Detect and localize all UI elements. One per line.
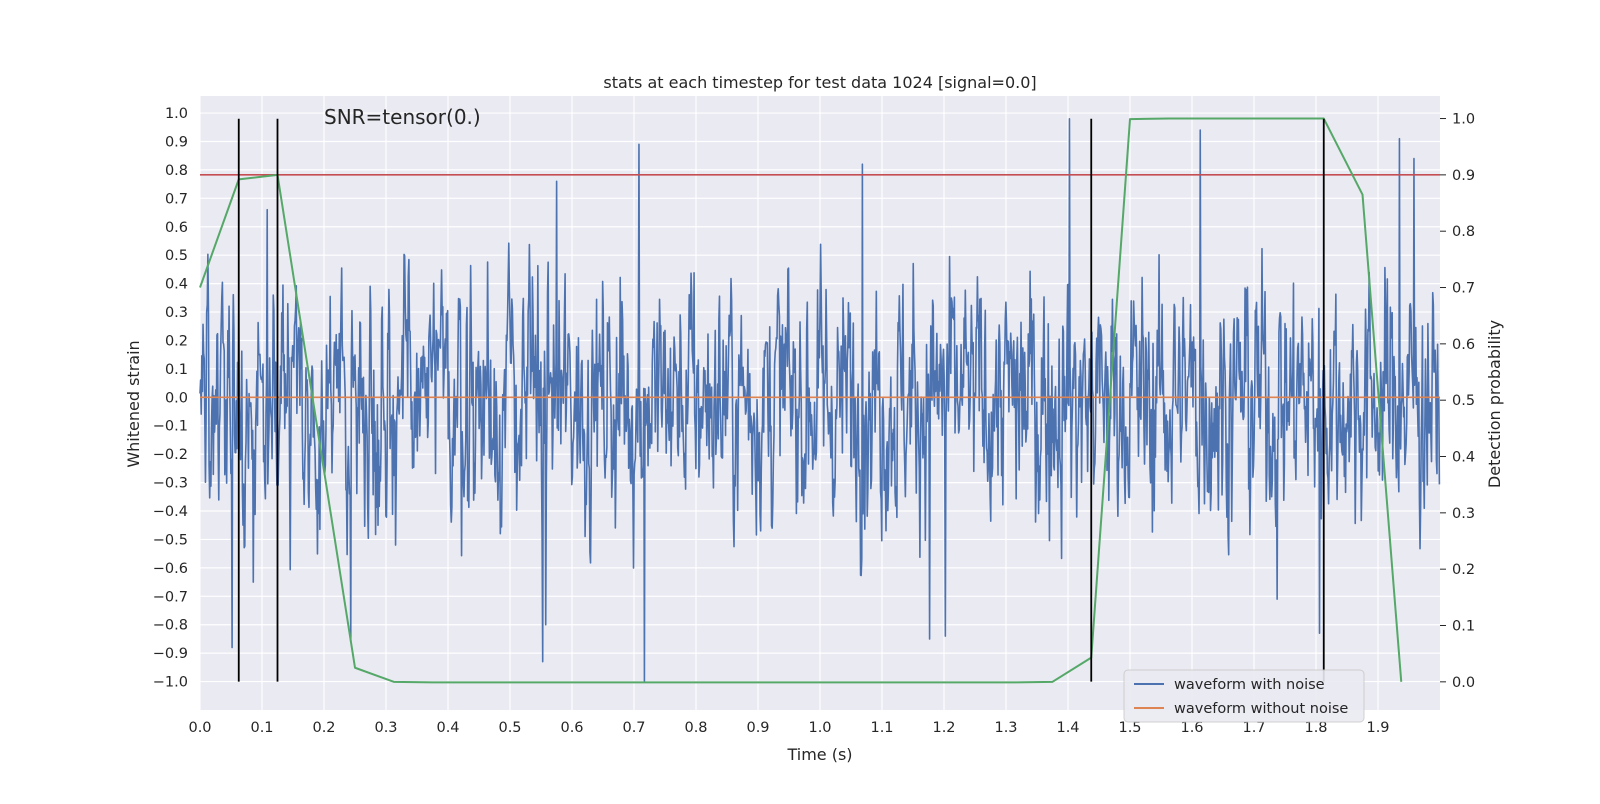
- x-tick-label: 0.6: [560, 720, 583, 736]
- y2-tick-label: 0.2: [1452, 562, 1475, 578]
- x-tick-label: 1.2: [932, 720, 955, 736]
- x-tick-label: 1.6: [1180, 720, 1203, 736]
- y2-axis-ticks: 1.0 0.9 0.8 0.7 0.6 0.5 0.4 0.3 0.2 0.1 0.0: [1440, 112, 1475, 691]
- y-tick-label: 0.8: [165, 163, 188, 179]
- y-tick-label: 0.7: [165, 191, 188, 207]
- y-tick-label: 0.2: [165, 333, 188, 349]
- y2-tick-label: 0.7: [1452, 281, 1475, 297]
- x-tick-label: 0.0: [188, 720, 211, 736]
- y-tick-label: 0.6: [165, 220, 188, 236]
- x-tick-label: 0.4: [436, 720, 459, 736]
- y-tick-label: −0.1: [153, 419, 188, 435]
- grid: [199, 96, 1440, 710]
- y-tick-label: 0.0: [165, 390, 188, 406]
- x-tick-label: 1.3: [994, 720, 1017, 736]
- y2-tick-label: 0.1: [1452, 619, 1475, 635]
- vertical-markers: [237, 118, 1325, 682]
- chart-title: stats at each timestep for test data 102…: [603, 73, 1036, 92]
- x-tick-label: 0.1: [250, 720, 273, 736]
- series-waveform-with-noise: [199, 117, 1441, 683]
- legend: waveform with noise waveform without noi…: [1123, 669, 1365, 723]
- y2-tick-label: 0.5: [1452, 393, 1475, 409]
- x-tick-label: 0.2: [312, 720, 335, 736]
- x-tick-label: 1.0: [808, 720, 831, 736]
- legend-label-clean: waveform without noise: [1174, 701, 1348, 717]
- y-tick-label: −0.6: [153, 561, 188, 577]
- y-tick-label: −0.3: [153, 476, 188, 492]
- y-axis-label: Whitened strain: [124, 340, 143, 467]
- y2-tick-label: 0.6: [1452, 337, 1475, 353]
- y2-tick-label: 0.3: [1452, 506, 1475, 522]
- x-tick-label: 0.7: [622, 720, 645, 736]
- y2-tick-label: 0.9: [1452, 168, 1475, 184]
- y-tick-label: −0.8: [153, 618, 188, 634]
- y-tick-label: −1.0: [153, 675, 188, 691]
- y-tick-label: 0.5: [165, 248, 188, 264]
- x-tick-label: 1.9: [1366, 720, 1389, 736]
- x-tick-label: 1.7: [1242, 720, 1265, 736]
- series-detection-probability: [199, 117, 1403, 684]
- x-tick-label: 0.9: [746, 720, 769, 736]
- y-tick-label: −0.5: [153, 532, 188, 548]
- x-tick-label: 1.8: [1304, 720, 1327, 736]
- x-tick-label: 1.4: [1056, 720, 1079, 736]
- y-axis-ticks: 1.0 0.9 0.8 0.7 0.6 0.5 0.4 0.3 0.2 0.1 0.0 −0.1 −0.…: [153, 106, 188, 691]
- y-tick-label: 1.0: [165, 106, 188, 122]
- y2-tick-label: 1.0: [1452, 112, 1475, 128]
- probability-line: [199, 117, 1403, 684]
- y-tick-label: 0.9: [165, 134, 188, 150]
- y2-tick-label: 0.4: [1452, 450, 1475, 466]
- x-axis-ticks: 0.0 0.1 0.2 0.3 0.4 0.5 0.6 0.7 0.8 0.9 1.0 1.1 1.2 1…: [188, 720, 1389, 736]
- y-tick-label: −0.7: [153, 589, 188, 605]
- y2-axis-label: Detection probability: [1485, 320, 1504, 488]
- y-tick-label: 0.3: [165, 305, 188, 321]
- x-axis-label: Time (s): [786, 745, 852, 764]
- y-tick-label: −0.4: [153, 504, 188, 520]
- noise-waveform-line: [199, 117, 1441, 683]
- x-tick-label: 1.5: [1118, 720, 1141, 736]
- x-tick-label: 0.3: [374, 720, 397, 736]
- y-tick-label: −0.2: [153, 447, 188, 463]
- y2-tick-label: 0.8: [1452, 224, 1475, 240]
- y-tick-label: −0.9: [153, 646, 188, 662]
- y-tick-label: 0.1: [165, 362, 188, 378]
- legend-label-noise: waveform with noise: [1174, 677, 1325, 693]
- x-tick-label: 0.5: [498, 720, 521, 736]
- y2-tick-label: 0.0: [1452, 675, 1475, 691]
- legend-box: [1123, 669, 1365, 723]
- y-tick-label: 0.4: [165, 277, 188, 293]
- x-tick-label: 0.8: [684, 720, 707, 736]
- snr-annotation: SNR=tensor(0.): [324, 105, 481, 129]
- x-tick-label: 1.1: [870, 720, 893, 736]
